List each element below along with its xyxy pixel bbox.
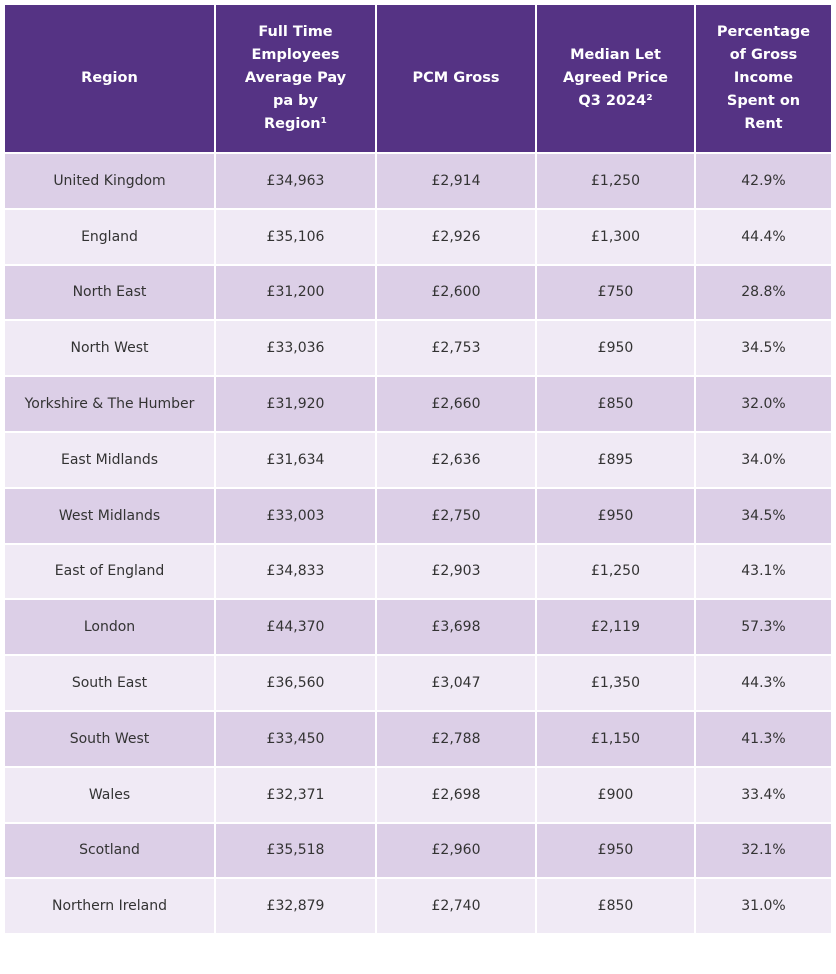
- value-cell: 44.3%: [694, 654, 833, 712]
- table-row: North East £31,200 £2,600 £750 28.8%: [3, 263, 833, 322]
- value-cell: £850: [535, 877, 696, 936]
- table-row: South West £33,450 £2,788 £1,150 41.3%: [3, 709, 833, 768]
- value-cell: £1,150: [535, 709, 696, 768]
- value-cell: £2,119: [535, 598, 696, 657]
- value-cell: £34,963: [214, 152, 377, 210]
- region-cell: South West: [3, 709, 216, 768]
- region-cell: Wales: [3, 765, 216, 824]
- value-cell: £750: [535, 263, 696, 322]
- value-cell: £950: [535, 319, 696, 378]
- header-text: PCM Gross: [412, 70, 500, 86]
- rent-table: Region Full Time Employees Average Pay pa…: [3, 3, 833, 936]
- table-row: East of England £34,833 £2,903 £1,250 43.1%: [3, 542, 833, 601]
- value-cell: £34,833: [214, 542, 377, 601]
- value-cell: £2,740: [375, 877, 537, 936]
- value-cell: £2,750: [375, 486, 537, 545]
- value-cell: £2,903: [375, 542, 537, 601]
- value-cell: £35,518: [214, 821, 377, 880]
- value-cell: £2,788: [375, 709, 537, 768]
- value-cell: 41.3%: [694, 709, 833, 768]
- region-cell: East Midlands: [3, 430, 216, 489]
- value-cell: 34.5%: [694, 319, 833, 378]
- value-cell: 34.5%: [694, 486, 833, 545]
- table-row: Northern Ireland £32,879 £2,740 £850 31.0%: [3, 877, 833, 936]
- region-cell: North West: [3, 319, 216, 378]
- table-row: Scotland £35,518 £2,960 £950 32.1%: [3, 821, 833, 880]
- value-cell: £2,636: [375, 430, 537, 489]
- region-cell: London: [3, 598, 216, 657]
- table-row: England £35,106 £2,926 £1,300 44.4%: [3, 207, 833, 266]
- header-row: Region Full Time Employees Average Pay pa…: [3, 3, 833, 154]
- value-cell: £2,960: [375, 821, 537, 880]
- value-cell: £33,450: [214, 709, 377, 768]
- value-cell: 31.0%: [694, 877, 833, 936]
- table-row: Yorkshire & The Humber £31,920 £2,660 £850 3…: [3, 375, 833, 433]
- header-cell: Full Time Employees Average Pay pa by Re…: [214, 3, 377, 154]
- value-cell: £2,698: [375, 765, 537, 824]
- region-cell: England: [3, 207, 216, 266]
- value-cell: £32,371: [214, 765, 377, 824]
- header-text: Percentage of Gross Income Spent on Rent: [716, 24, 811, 132]
- value-cell: £35,106: [214, 207, 377, 266]
- header-cell: Region: [3, 3, 216, 154]
- header-cell: Median Let Agreed Price Q3 2024²: [535, 3, 696, 154]
- value-cell: 28.8%: [694, 263, 833, 322]
- table-body: United Kingdom £34,963 £2,914 £1,250 42.9% En…: [3, 152, 833, 936]
- region-cell: East of England: [3, 542, 216, 601]
- region-cell: Yorkshire & The Humber: [3, 375, 216, 433]
- value-cell: £950: [535, 486, 696, 545]
- table-row: United Kingdom £34,963 £2,914 £1,250 42.9%: [3, 152, 833, 210]
- value-cell: £36,560: [214, 654, 377, 712]
- value-cell: 33.4%: [694, 765, 833, 824]
- value-cell: £2,600: [375, 263, 537, 322]
- table-row: London £44,370 £3,698 £2,119 57.3%: [3, 598, 833, 657]
- table-row: Wales £32,371 £2,698 £900 33.4%: [3, 765, 833, 824]
- value-cell: £1,350: [535, 654, 696, 712]
- value-cell: £2,914: [375, 152, 537, 210]
- value-cell: £3,047: [375, 654, 537, 712]
- value-cell: £31,920: [214, 375, 377, 433]
- value-cell: £3,698: [375, 598, 537, 657]
- value-cell: £2,660: [375, 375, 537, 433]
- region-cell: North East: [3, 263, 216, 322]
- value-cell: £33,003: [214, 486, 377, 545]
- value-cell: £1,250: [535, 542, 696, 601]
- header-cell: Percentage of Gross Income Spent on Rent: [694, 3, 833, 154]
- value-cell: £33,036: [214, 319, 377, 378]
- header-text: Full Time Employees Average Pay pa by Re…: [244, 24, 347, 132]
- value-cell: £900: [535, 765, 696, 824]
- header-cell: PCM Gross: [375, 3, 537, 154]
- header-text: Region: [81, 70, 138, 86]
- value-cell: 32.1%: [694, 821, 833, 880]
- table-row: South East £36,560 £3,047 £1,350 44.3%: [3, 654, 833, 712]
- value-cell: 43.1%: [694, 542, 833, 601]
- table-header: Region Full Time Employees Average Pay pa…: [3, 3, 833, 154]
- value-cell: £950: [535, 821, 696, 880]
- value-cell: £1,300: [535, 207, 696, 266]
- header-text: Median Let Agreed Price Q3 2024²: [562, 47, 669, 109]
- value-cell: £2,753: [375, 319, 537, 378]
- value-cell: £850: [535, 375, 696, 433]
- table-row: North West £33,036 £2,753 £950 34.5%: [3, 319, 833, 378]
- region-cell: South East: [3, 654, 216, 712]
- region-cell: Northern Ireland: [3, 877, 216, 936]
- value-cell: £44,370: [214, 598, 377, 657]
- value-cell: £895: [535, 430, 696, 489]
- region-cell: Scotland: [3, 821, 216, 880]
- region-cell: United Kingdom: [3, 152, 216, 210]
- value-cell: 57.3%: [694, 598, 833, 657]
- value-cell: £31,200: [214, 263, 377, 322]
- value-cell: 34.0%: [694, 430, 833, 489]
- value-cell: £31,634: [214, 430, 377, 489]
- table-row: West Midlands £33,003 £2,750 £950 34.5%: [3, 486, 833, 545]
- value-cell: 42.9%: [694, 152, 833, 210]
- value-cell: £1,250: [535, 152, 696, 210]
- region-cell: West Midlands: [3, 486, 216, 545]
- value-cell: 44.4%: [694, 207, 833, 266]
- table-row: East Midlands £31,634 £2,636 £895 34.0%: [3, 430, 833, 489]
- value-cell: £32,879: [214, 877, 377, 936]
- value-cell: £2,926: [375, 207, 537, 266]
- value-cell: 32.0%: [694, 375, 833, 433]
